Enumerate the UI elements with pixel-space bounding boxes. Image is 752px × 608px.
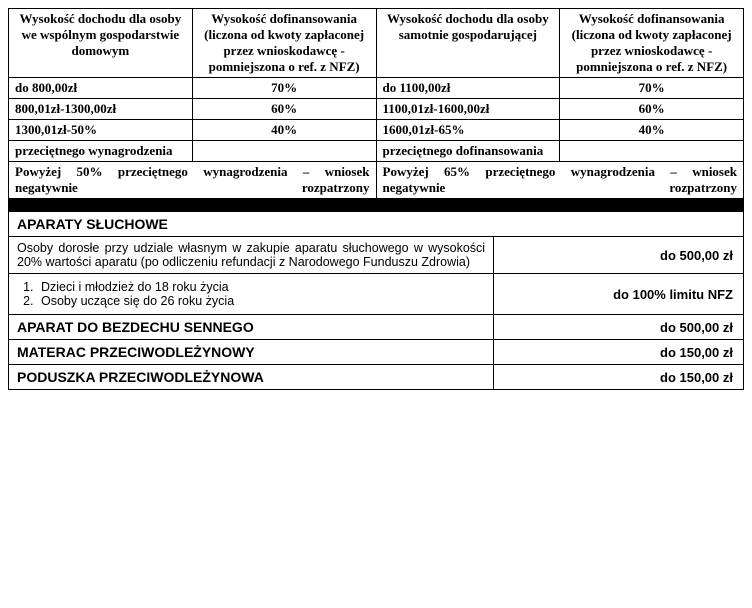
item-row: Osoby dorosłe przy udziale własnym w zak… xyxy=(9,237,744,274)
income-range: 800,01zł-1300,00zł xyxy=(9,99,193,120)
col-header: Wysokość dofinansowania (liczona od kwot… xyxy=(192,9,376,78)
list-item: Osoby uczące się do 26 roku życia xyxy=(37,294,485,308)
income-range: do 800,00zł xyxy=(9,78,193,99)
section-title: APARATY SŁUCHOWE xyxy=(9,212,744,237)
empty-cell xyxy=(560,141,744,162)
empty-cell xyxy=(192,141,376,162)
avg-wage-cell: przeciętnego wynagrodzenia xyxy=(9,141,193,162)
funding-pct: 60% xyxy=(560,99,744,120)
income-funding-table: Wysokość dochodu dla osoby we wspólnym g… xyxy=(8,8,744,199)
list-item: Dzieci i młodzież do 18 roku życia xyxy=(37,280,485,294)
item-amount: do 500,00 zł xyxy=(494,237,744,274)
income-range: 1100,01zł-1600,00zł xyxy=(376,99,560,120)
item-amount: do 100% limitu NFZ xyxy=(494,274,744,315)
item-amount: do 150,00 zł xyxy=(494,340,744,365)
section-row: APARATY SŁUCHOWE xyxy=(9,212,744,237)
table-footer-row: Powyżej 50% przeciętnego wynagrodzenia –… xyxy=(9,162,744,199)
section-title: PODUSZKA PRZECIWODLEŻYNOWA xyxy=(9,365,494,390)
table-header-row: Wysokość dochodu dla osoby we wspólnym g… xyxy=(9,9,744,78)
section-row: MATERAC PRZECIWODLEŻYNOWY do 150,00 zł xyxy=(9,340,744,365)
avg-funding-cell: przeciętnego dofinansowania xyxy=(376,141,560,162)
income-range: 1600,01zł-65% xyxy=(376,120,560,141)
item-list: Dzieci i młodzież do 18 roku życia Osoby… xyxy=(9,274,494,315)
section-row: APARAT DO BEZDECHU SENNEGO do 500,00 zł xyxy=(9,315,744,340)
col-header: Wysokość dochodu dla osoby samotnie gosp… xyxy=(376,9,560,78)
table-row: przeciętnego wynagrodzenia przeciętnego … xyxy=(9,141,744,162)
funding-pct: 60% xyxy=(192,99,376,120)
rejection-text: Powyżej 50% przeciętnego wynagrodzenia –… xyxy=(15,164,370,196)
funding-pct: 70% xyxy=(192,78,376,99)
funding-pct: 70% xyxy=(560,78,744,99)
table-row: do 800,00zł 70% do 1100,00zł 70% xyxy=(9,78,744,99)
income-range: do 1100,00zł xyxy=(376,78,560,99)
funding-pct: 40% xyxy=(560,120,744,141)
equipment-table: APARATY SŁUCHOWE Osoby dorosłe przy udzi… xyxy=(8,211,744,390)
item-row: Dzieci i młodzież do 18 roku życia Osoby… xyxy=(9,274,744,315)
funding-pct: 40% xyxy=(192,120,376,141)
table-row: 800,01zł-1300,00zł 60% 1100,01zł-1600,00… xyxy=(9,99,744,120)
rejection-note-right: Powyżej 65% przeciętnego wynagrodzenia –… xyxy=(376,162,744,199)
col-header: Wysokość dochodu dla osoby we wspólnym g… xyxy=(9,9,193,78)
table-row: 1300,01zł-50% 40% 1600,01zł-65% 40% xyxy=(9,120,744,141)
rejection-note-left: Powyżej 50% przeciętnego wynagrodzenia –… xyxy=(9,162,377,199)
separator-bar xyxy=(8,199,744,211)
col-header: Wysokość dofinansowania (liczona od kwot… xyxy=(560,9,744,78)
item-amount: do 150,00 zł xyxy=(494,365,744,390)
section-title: APARAT DO BEZDECHU SENNEGO xyxy=(9,315,494,340)
item-desc: Osoby dorosłe przy udziale własnym w zak… xyxy=(9,237,494,274)
item-amount: do 500,00 zł xyxy=(494,315,744,340)
section-title: MATERAC PRZECIWODLEŻYNOWY xyxy=(9,340,494,365)
income-range: 1300,01zł-50% xyxy=(9,120,193,141)
section-row: PODUSZKA PRZECIWODLEŻYNOWA do 150,00 zł xyxy=(9,365,744,390)
rejection-text: Powyżej 65% przeciętnego wynagrodzenia –… xyxy=(383,164,738,196)
